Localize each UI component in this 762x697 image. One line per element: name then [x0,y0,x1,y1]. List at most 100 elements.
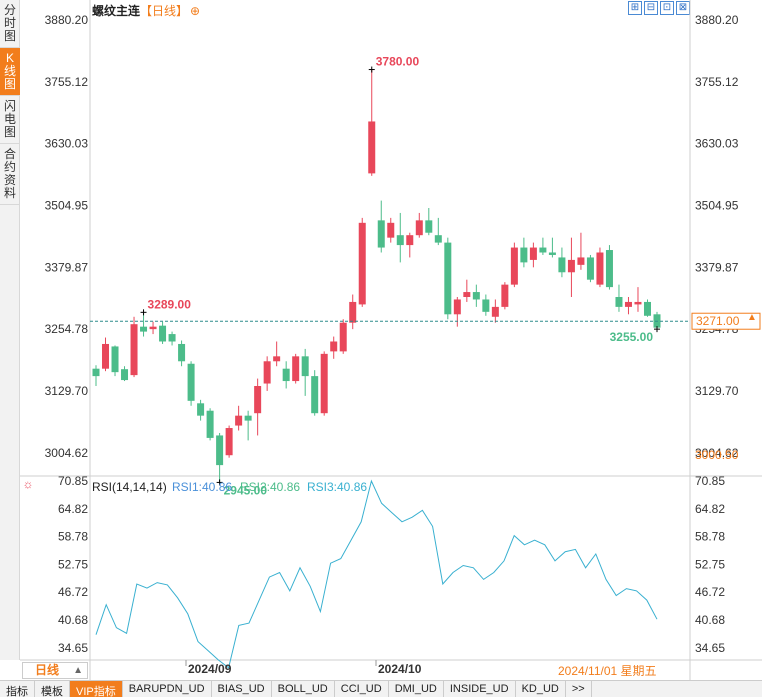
candle-body [178,343,186,362]
period-label[interactable]: 【日线】 [140,4,189,18]
candle-body [567,259,575,273]
right-price-label: 3004.62 [695,446,739,460]
date-readout: 2024/11/01 星期五 [558,664,657,678]
indicator-tab-3[interactable]: BARUPDN_UD [123,681,212,697]
candle-body [216,435,224,466]
toolbar-button-2[interactable]: ⊡ [660,1,674,15]
add-indicator-icon[interactable]: ⊕ [190,4,201,18]
candle-body [149,326,157,330]
rsi-left-label: 52.75 [58,557,88,571]
candle-body [425,220,433,233]
candle-body [263,361,271,384]
crosshair-price-label: 3000.50 [695,448,739,462]
rsi-left-label: 58.78 [58,530,88,544]
price-annotation: 3780.00 [376,55,420,69]
toolbar-button-1[interactable]: ⊟ [644,1,658,15]
candle-body [159,325,167,342]
candle-body [197,403,205,416]
candle-body [396,235,404,246]
candle-body [634,301,642,305]
rsi2-readout: RSI2:40.86 [240,480,300,494]
left-tab-3[interactable]: 合约资料 [0,144,20,205]
candle-body [330,341,338,352]
indicator-tab-4[interactable]: BIAS_UD [212,681,272,697]
toolbar-button-0[interactable]: ⊞ [628,1,642,15]
right-price-label: 3630.03 [695,137,739,151]
candle-body [273,356,281,362]
candle-body [472,292,480,300]
caret-up-icon: ▲ [73,665,83,676]
rsi-left-label: 46.72 [58,585,88,599]
left-tab-2[interactable]: 闪电图 [0,96,20,144]
indicator-tab-1[interactable]: 模板 [35,681,70,697]
rsi-right-label: 58.78 [695,530,725,544]
left-price-label: 3379.87 [45,260,89,274]
candle-body [187,363,195,401]
candle-body [463,292,471,297]
candle-body [320,353,328,414]
candle-body [358,222,366,305]
period-selector[interactable]: 日线 ▲ [22,662,88,679]
left-price-label: 3755.12 [45,75,89,89]
candle-body [643,301,651,316]
rsi-right-label: 46.72 [695,585,725,599]
rsi-left-label: 34.65 [58,641,88,655]
candle-body [491,306,499,317]
current-price-box [691,312,761,330]
price-annotation: 3255.00 [610,330,654,344]
price-arrow-icon: ▲ [747,312,757,323]
candle-body [121,369,129,381]
rsi-settings-icon: ☼ [23,477,34,491]
candle-body [453,299,461,315]
indicator-tab-5[interactable]: BOLL_UD [272,681,335,697]
rsi-right-label: 52.75 [695,557,725,571]
left-price-label: 3129.70 [45,384,89,398]
candle-body [168,334,176,342]
candle-body [311,376,319,414]
indicator-tab-9[interactable]: KD_UD [516,681,566,697]
candle-body [254,385,262,414]
candle-body [624,301,632,307]
period-selector-label: 日线 [35,663,60,677]
candle-body [548,252,556,255]
indicator-tabs: 指标 模板 VIP指标 BARUPDN_UD BIAS_UD BOLL_UD CCI_UD D… [0,680,762,697]
rsi-line [95,479,658,669]
rsi-left-label: 64.82 [58,502,88,516]
candle-body [615,296,623,307]
candle-body [235,415,243,426]
candle-body [577,257,585,265]
left-tab-0[interactable]: 分时图 [0,0,20,48]
candle-body [225,428,233,456]
indicator-tab-10[interactable]: >> [566,681,592,697]
candle-body [444,242,452,315]
month-label-sep: 2024/09 [188,662,232,676]
price-annotation: 3289.00 [148,297,192,311]
indicator-tab-7[interactable]: DMI_UD [389,681,444,697]
left-price-label: 3504.95 [45,199,89,213]
candle-body [415,220,423,236]
candle-body [501,284,509,307]
left-price-label: 3004.62 [45,446,89,460]
candle-body [510,247,518,285]
rsi-right-label: 40.68 [695,613,725,627]
candle-body [301,356,309,377]
right-price-label: 3379.87 [695,260,739,274]
candle-body [558,257,566,273]
rsi1-readout: RSI1:40.86 [172,480,232,494]
indicator-tab-0[interactable]: 指标 [0,681,35,697]
indicator-tab-8[interactable]: INSIDE_UD [444,681,516,697]
candle-body [244,415,252,421]
indicator-tab-2[interactable]: VIP指标 [70,681,123,697]
indicator-tab-6[interactable]: CCI_UD [335,681,389,697]
candle-body [206,410,214,438]
right-price-label: 3755.12 [695,75,739,89]
rsi-left-label: 70.85 [58,474,88,488]
rsi-left-label: 40.68 [58,613,88,627]
left-price-label: 3254.78 [45,322,89,336]
candle-body [349,301,357,323]
chart-title: 螺纹主连【日线】 ⊕ [92,2,200,19]
right-price-label: 3129.70 [695,384,739,398]
